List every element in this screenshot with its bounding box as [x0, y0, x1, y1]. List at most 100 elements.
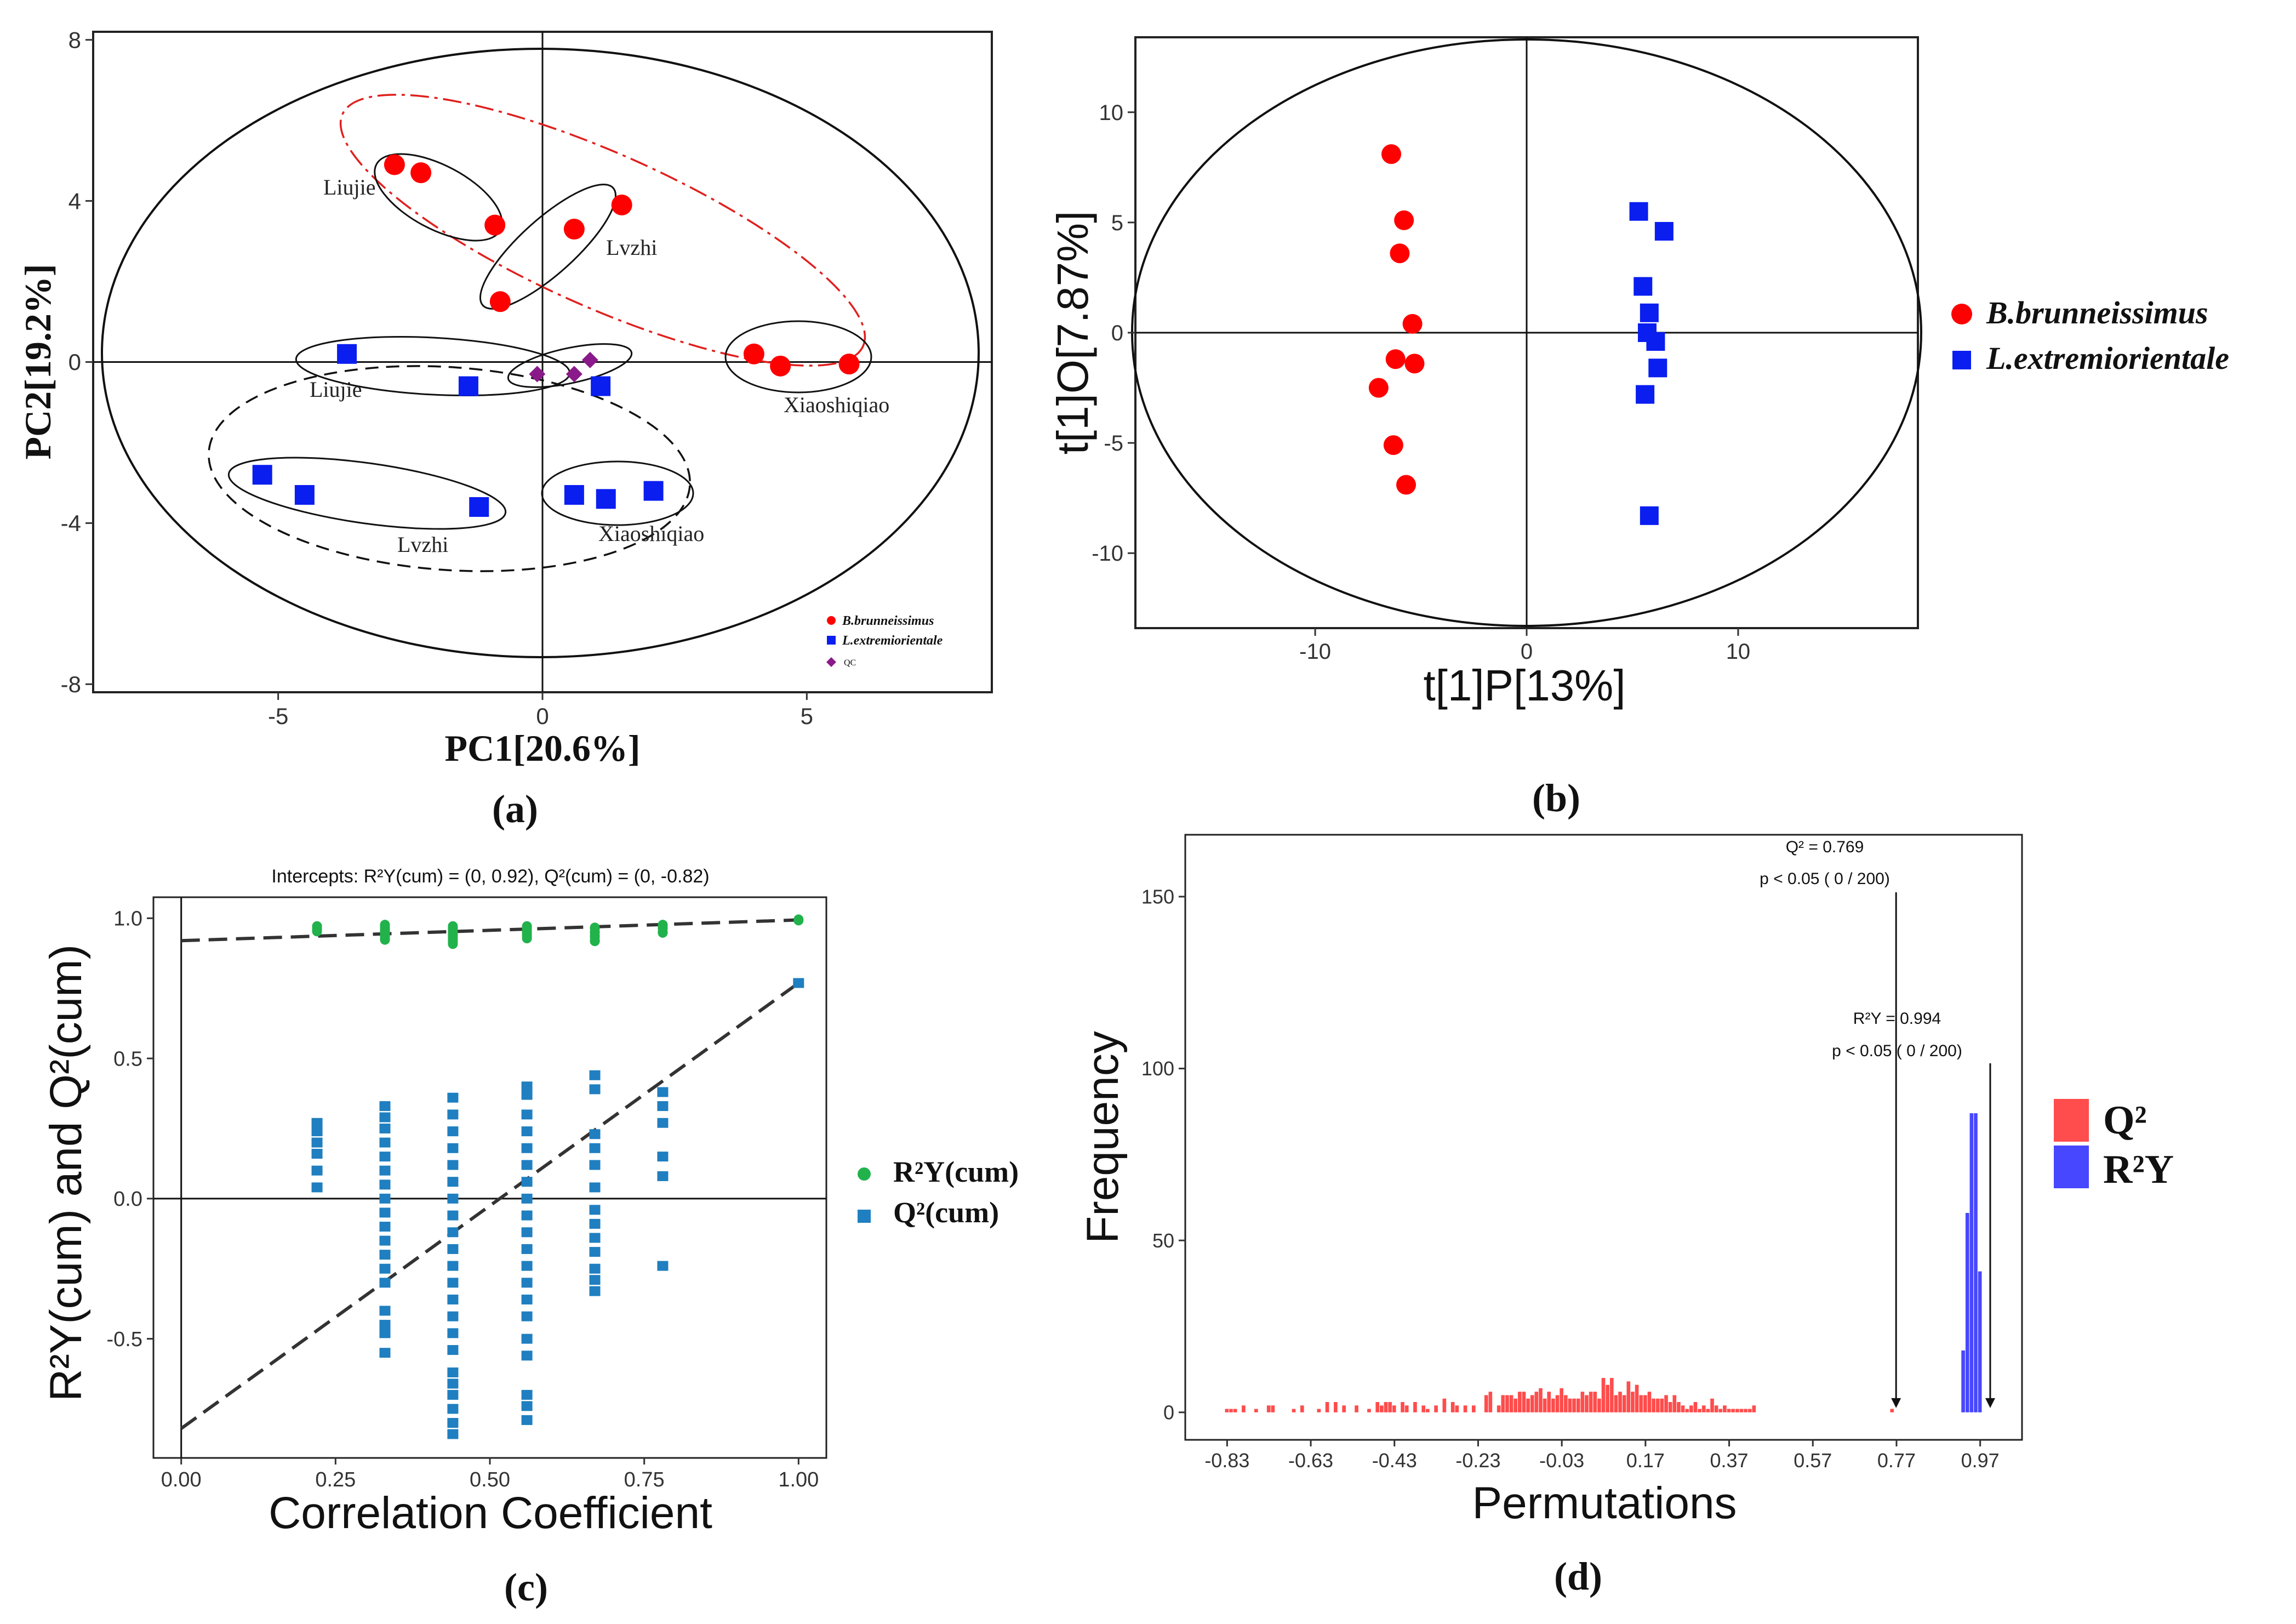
y-tick-label: -8: [61, 671, 81, 697]
panel-a: Liujie Lvzhi Liujie Xiaoshiqiao Lvzhi Xi…: [17, 27, 993, 831]
data-point-square: [589, 1182, 601, 1193]
histogram-bar: [1526, 1398, 1530, 1412]
data-point-square: [657, 1152, 669, 1162]
data-point-square: [521, 1334, 533, 1344]
histogram-bar: [1560, 1388, 1563, 1412]
histogram-bar: [1568, 1398, 1572, 1412]
histogram-bar: [1522, 1392, 1526, 1412]
data-point-square: [447, 1345, 459, 1355]
histogram-bar: [1233, 1409, 1237, 1412]
x-tick-label: -0.63: [1288, 1449, 1333, 1472]
plot-d-frame: [1184, 834, 2023, 1441]
histogram-bar: [1325, 1402, 1329, 1412]
histogram-bar: [1672, 1395, 1677, 1412]
data-point-square: [1640, 303, 1659, 322]
histogram-bar: [1961, 1350, 1965, 1412]
y-tick-label: 0.0: [113, 1188, 142, 1211]
red-group-ellipse: [339, 94, 866, 367]
data-point-circle: [1383, 435, 1403, 455]
annotation-lvzhi-blue: Lvzhi: [397, 532, 448, 557]
data-point-square: [447, 1126, 459, 1137]
data-point-square: [521, 1261, 533, 1271]
histogram-bar: [1693, 1402, 1698, 1412]
data-point-square: [1648, 358, 1667, 378]
legend-d: Q² R²Y: [2054, 1098, 2174, 1192]
data-point-square: [793, 978, 804, 988]
x-axis-label-b: t[1]P[13%]: [1423, 661, 1625, 710]
data-point-square: [447, 1244, 459, 1254]
histogram-bar: [1413, 1402, 1417, 1412]
x-tick-label: -10: [1299, 640, 1331, 664]
y-tick-label: 1.0: [113, 908, 142, 931]
histogram-bar: [1752, 1405, 1756, 1412]
data-point-square: [643, 481, 664, 501]
y-tick-label: 100: [1141, 1057, 1174, 1080]
data-point-square: [591, 376, 611, 396]
data-point-square: [657, 1118, 669, 1128]
legend-marker-blue-square: [827, 636, 836, 645]
histogram-bar: [1300, 1405, 1304, 1412]
data-point-circle: [590, 922, 600, 934]
data-point-square: [521, 1389, 533, 1400]
data-point-square: [657, 1261, 669, 1271]
histogram-bar: [1292, 1409, 1296, 1412]
panel-label-c: (c): [504, 1565, 548, 1609]
histogram-bar: [1969, 1113, 1974, 1412]
x-tick-label: -0.03: [1539, 1449, 1584, 1472]
data-point-circle: [312, 921, 322, 932]
data-point-square: [311, 1182, 323, 1193]
y-tick-label: 150: [1141, 886, 1174, 908]
histogram-bar: [1517, 1392, 1522, 1412]
data-point-square: [521, 1227, 533, 1238]
histogram-bar: [1974, 1113, 1978, 1412]
histogram-bar: [1547, 1392, 1551, 1412]
legend-marker-red-circle-b: [1951, 304, 1972, 324]
data-point-square: [379, 1250, 391, 1260]
data-point-square: [521, 1210, 533, 1221]
legend-marker-blue-square-b: [1952, 351, 1971, 369]
histogram-bar: [1342, 1405, 1346, 1412]
histogram-bar: [1655, 1398, 1660, 1412]
data-point-circle: [1396, 475, 1417, 495]
data-point-square: [447, 1429, 459, 1439]
x-tick-label: 5: [801, 703, 813, 729]
data-point-square: [589, 1205, 601, 1215]
lvzhi-red-ellipse: [479, 184, 617, 310]
zero-lines: [153, 897, 826, 1458]
data-point-square: [657, 1171, 669, 1181]
data-point-square: [447, 1160, 459, 1170]
data-point-square: [252, 465, 272, 485]
histogram-bar: [1572, 1398, 1576, 1412]
permutation-annotations: Q² = 0.769 p < 0.05 ( 0 / 200) R²Y = 0.9…: [1760, 838, 1995, 1408]
x-tick-label: 0: [1521, 640, 1533, 664]
histogram-bar: [1689, 1405, 1693, 1412]
data-point-square: [311, 1149, 323, 1159]
data-point-square: [589, 1143, 601, 1153]
data-point-square: [1634, 277, 1653, 296]
legend-marker-blue-square-c: [858, 1210, 871, 1223]
data-point-square: [379, 1152, 391, 1162]
y-tick-label: 50: [1152, 1229, 1174, 1252]
data-point-square: [596, 489, 616, 509]
data-point-circle: [770, 355, 791, 377]
annotation-arrow-head: [1891, 1398, 1901, 1408]
legend-label-b-brunneissimus-b: B.brunneissimus: [1986, 295, 2208, 331]
data-point-square: [379, 1306, 391, 1316]
histogram-bar: [1744, 1409, 1747, 1412]
x-axis-label-d: Permutations: [1472, 1478, 1737, 1528]
histogram-bar: [1254, 1409, 1258, 1412]
data-point-square: [521, 1401, 533, 1411]
x-tick-label: 0.00: [161, 1468, 202, 1491]
histogram-bar: [1890, 1409, 1894, 1412]
panel-d: Q² = 0.769 p < 0.05 ( 0 / 200) R²Y = 0.9…: [1078, 834, 2174, 1598]
data-point-circle: [611, 194, 632, 215]
data-point-square: [447, 1418, 459, 1428]
annotation-r2y-pvalue: p < 0.05 ( 0 / 200): [1832, 1042, 1962, 1060]
data-point-circle: [380, 920, 390, 931]
histogram-bar: [1965, 1213, 1969, 1412]
data-point-circle: [1381, 144, 1401, 164]
x-tick-label: 0: [536, 703, 549, 729]
annotation-q2-value: Q² = 0.769: [1786, 838, 1864, 856]
data-point-square: [379, 1278, 391, 1288]
chart-title-c: Intercepts: R²Y(cum) = (0, 0.92), Q²(cum…: [271, 866, 709, 887]
